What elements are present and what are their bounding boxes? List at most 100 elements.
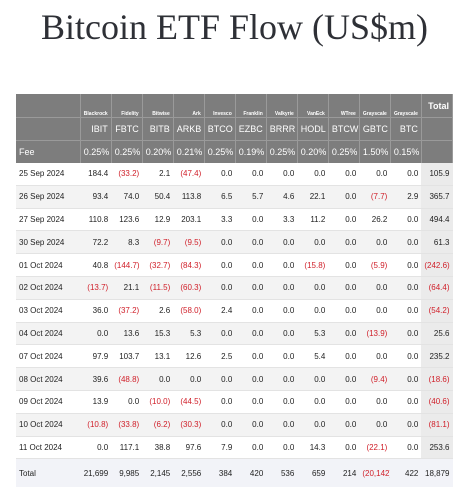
ticker-cell: BTCO bbox=[204, 117, 236, 141]
row-total-cell: 253.6 bbox=[421, 436, 453, 460]
table-body: 25 Sep 2024 184.4 (33.2) 2.1 (47.4) 0.0 0.0 0.0… bbox=[16, 163, 453, 460]
flow-cell: 0.0 bbox=[204, 390, 236, 414]
flow-cell: 0.0 bbox=[235, 322, 267, 346]
flow-cell: 0.0 bbox=[266, 344, 298, 369]
flow-cell: 0.0 bbox=[235, 390, 267, 414]
date-cell: 01 Oct 2024 bbox=[16, 253, 81, 277]
flow-cell: 0.0 bbox=[235, 436, 267, 460]
row-total-cell: (64.4) bbox=[421, 276, 453, 300]
ticker-cell: BTCW bbox=[328, 117, 360, 141]
flow-cell: (11.5) bbox=[142, 276, 174, 300]
flow-cell: 0.0 bbox=[235, 276, 267, 300]
flow-cell: 2.5 bbox=[204, 344, 236, 369]
flow-cell: 113.8 bbox=[173, 185, 205, 209]
flow-cell: (58.0) bbox=[173, 299, 205, 323]
flow-cell: 8.3 bbox=[111, 230, 143, 255]
row-total-cell: (54.2) bbox=[421, 299, 453, 323]
totals-cell: 384 bbox=[204, 458, 236, 487]
flow-cell: 117.1 bbox=[111, 436, 143, 460]
flow-cell: 21.1 bbox=[111, 276, 143, 300]
flow-cell: (7.7) bbox=[359, 185, 391, 209]
flow-cell: 0.0 bbox=[390, 322, 422, 346]
issuer-cell: Franklin bbox=[235, 94, 267, 118]
flow-cell: 0.0 bbox=[297, 299, 329, 323]
flow-cell: 72.2 bbox=[80, 230, 112, 255]
flow-cell: 0.0 bbox=[266, 322, 298, 346]
flow-cell: 0.0 bbox=[359, 413, 391, 437]
flow-cell: 2.6 bbox=[142, 299, 174, 323]
row-total-cell: 494.4 bbox=[421, 208, 453, 232]
flow-cell: 0.0 bbox=[328, 322, 360, 346]
flow-cell: 110.8 bbox=[80, 208, 112, 232]
flow-cell: 0.0 bbox=[297, 413, 329, 437]
flow-cell: 0.0 bbox=[359, 230, 391, 255]
flow-cell: 0.0 bbox=[390, 367, 422, 391]
issuer-cell: Bitwise bbox=[142, 94, 174, 118]
flow-cell: 0.0 bbox=[142, 367, 174, 391]
flow-cell: 0.0 bbox=[111, 390, 143, 414]
flow-cell: 0.0 bbox=[80, 436, 112, 460]
fee-cell: 0.25% bbox=[204, 140, 236, 163]
date-cell: 30 Sep 2024 bbox=[16, 230, 81, 255]
table-row: 07 Oct 2024 97.9 103.7 13.1 12.6 2.5 0.0 0.0 5.4… bbox=[16, 344, 453, 369]
totals-cell: 659 bbox=[297, 458, 329, 487]
flow-cell: 0.0 bbox=[359, 390, 391, 414]
flow-cell: (33.8) bbox=[111, 413, 143, 437]
issuer-cell: Fidelity bbox=[111, 94, 143, 118]
fee-cell: 0.25% bbox=[328, 140, 360, 163]
flow-cell: 0.0 bbox=[328, 413, 360, 437]
flow-cell: 13.6 bbox=[111, 322, 143, 346]
flow-cell: 0.0 bbox=[390, 413, 422, 437]
flow-cell: 184.4 bbox=[80, 163, 112, 186]
flow-cell: 5.7 bbox=[235, 185, 267, 209]
table-row: 01 Oct 2024 40.8 (144.7) (32.7) (84.3) 0.0 0.0… bbox=[16, 253, 453, 277]
row-total-cell: 25.6 bbox=[421, 322, 453, 346]
flow-cell: (9.4) bbox=[359, 367, 391, 391]
flow-cell: 0.0 bbox=[297, 276, 329, 300]
flow-cell: 13.1 bbox=[142, 344, 174, 369]
totals-cell: 21,699 bbox=[80, 458, 112, 487]
flow-cell: (48.8) bbox=[111, 367, 143, 391]
ticker-cell: ARKB bbox=[173, 117, 205, 141]
flow-cell: 0.0 bbox=[266, 413, 298, 437]
flow-cell: 0.0 bbox=[297, 367, 329, 391]
flow-cell: 0.0 bbox=[390, 230, 422, 255]
flow-cell: 0.0 bbox=[328, 344, 360, 369]
flow-cell: 12.6 bbox=[173, 344, 205, 369]
issuer-cell: Valkyrie bbox=[266, 94, 298, 118]
flow-cell: 0.0 bbox=[297, 163, 329, 186]
fee-cell: 0.15% bbox=[390, 140, 422, 163]
ticker-cell: IBIT bbox=[80, 117, 112, 141]
date-cell: 10 Oct 2024 bbox=[16, 413, 81, 437]
table-row: 03 Oct 2024 36.0 (37.2) 2.6 (58.0) 2.4 0.0 0.0 0… bbox=[16, 299, 453, 323]
totals-cell: 536 bbox=[266, 458, 298, 487]
flow-cell: 0.0 bbox=[328, 276, 360, 300]
flow-cell: 0.0 bbox=[390, 299, 422, 323]
date-cell: 08 Oct 2024 bbox=[16, 367, 81, 391]
fee-cell: 1.50% bbox=[359, 140, 391, 163]
flow-cell: 97.6 bbox=[173, 436, 205, 460]
table-row: 04 Oct 2024 0.0 13.6 15.3 5.3 0.0 0.0 0.0 5.3 0.0… bbox=[16, 322, 453, 346]
ticker-cell: BRRR bbox=[266, 117, 298, 141]
flow-cell: 0.0 bbox=[80, 322, 112, 346]
flow-cell: (37.2) bbox=[111, 299, 143, 323]
totals-cell: 2,145 bbox=[142, 458, 174, 487]
flow-cell: 38.8 bbox=[142, 436, 174, 460]
flow-cell: 0.0 bbox=[266, 276, 298, 300]
totals-row: Total 21,699 9,985 2,145 2,556 384 420 5… bbox=[16, 458, 453, 487]
flow-cell: (47.4) bbox=[173, 163, 205, 186]
flow-cell: 4.6 bbox=[266, 185, 298, 209]
fee-row: Fee 0.25% 0.25% 0.20% 0.21% 0.25% 0.19% … bbox=[16, 140, 454, 163]
flow-cell: 0.0 bbox=[173, 367, 205, 391]
ticker-cell: FBTC bbox=[111, 117, 143, 141]
fee-cell: 0.25% bbox=[266, 140, 298, 163]
flow-cell: 5.3 bbox=[297, 322, 329, 346]
flow-cell: (9.5) bbox=[173, 230, 205, 255]
fee-cell: 0.25% bbox=[111, 140, 143, 163]
flow-cell: (9.7) bbox=[142, 230, 174, 255]
flow-cell: 0.0 bbox=[266, 436, 298, 460]
flow-cell: (30.3) bbox=[173, 413, 205, 437]
fee-cell: 0.20% bbox=[297, 140, 329, 163]
flow-cell: 0.0 bbox=[297, 390, 329, 414]
flow-cell: 0.0 bbox=[266, 390, 298, 414]
